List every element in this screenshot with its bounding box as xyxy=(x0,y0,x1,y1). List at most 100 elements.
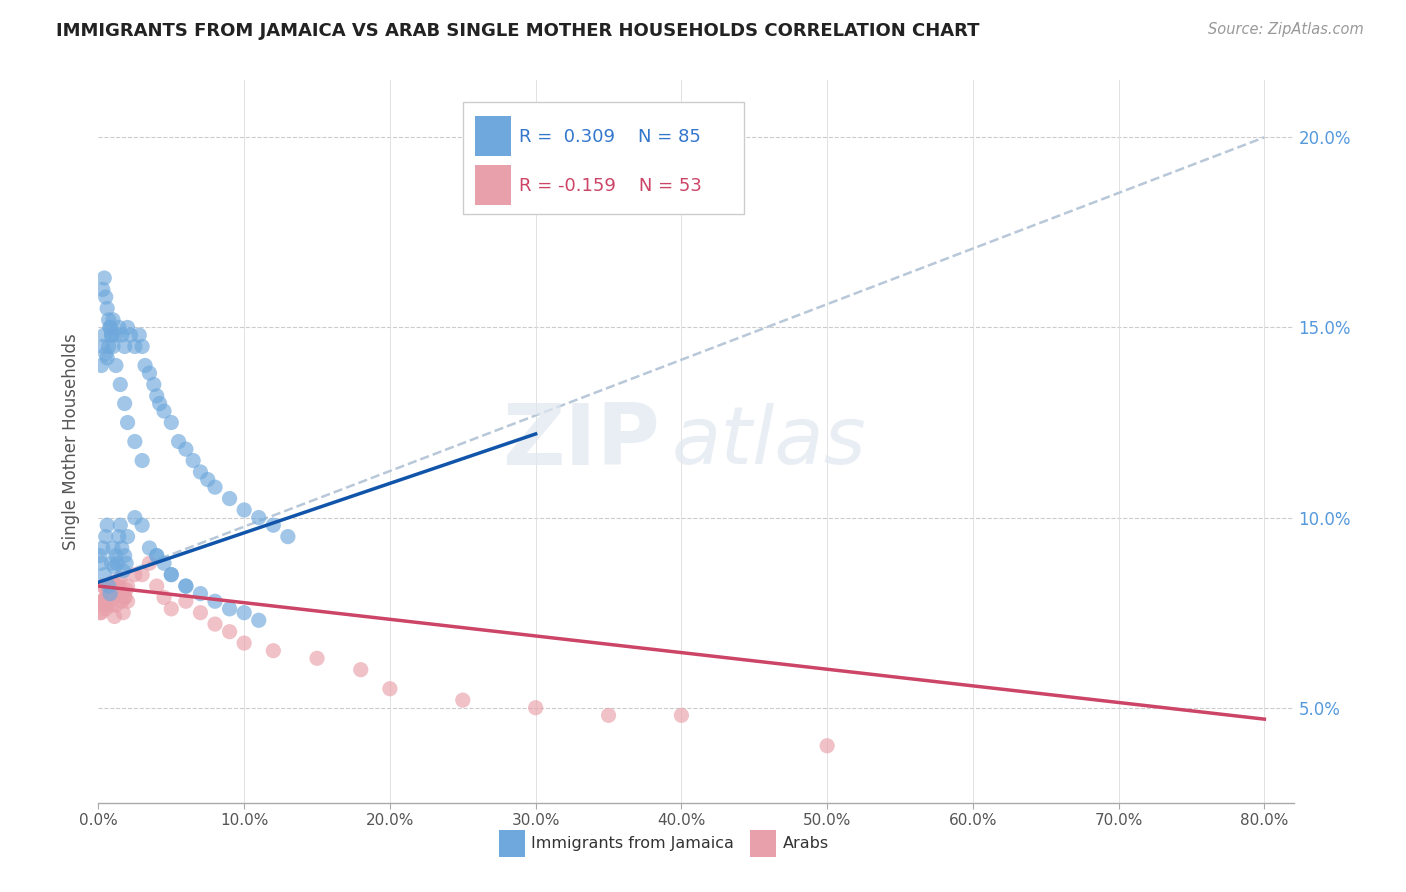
Point xyxy=(100,598,122,612)
Point xyxy=(90,359,112,373)
Point xyxy=(124,567,146,582)
Point xyxy=(94,591,117,605)
Point xyxy=(94,602,117,616)
Point xyxy=(97,579,120,593)
FancyBboxPatch shape xyxy=(475,165,510,204)
Point xyxy=(104,359,127,373)
Point xyxy=(181,453,204,467)
Point xyxy=(174,594,197,608)
Point xyxy=(598,708,620,723)
Point xyxy=(197,473,219,487)
Point xyxy=(111,594,134,608)
Point xyxy=(89,606,111,620)
Text: Immigrants from Jamaica: Immigrants from Jamaica xyxy=(531,836,734,851)
Point xyxy=(110,571,132,585)
Point xyxy=(98,587,121,601)
Point xyxy=(98,579,121,593)
Point xyxy=(305,651,328,665)
Point xyxy=(90,606,112,620)
Point xyxy=(153,404,176,418)
Point xyxy=(108,579,131,593)
FancyBboxPatch shape xyxy=(475,116,510,156)
Point xyxy=(247,613,270,627)
Text: Source: ZipAtlas.com: Source: ZipAtlas.com xyxy=(1208,22,1364,37)
Point xyxy=(93,328,115,343)
Point xyxy=(103,609,125,624)
Point xyxy=(117,594,139,608)
Point xyxy=(91,339,114,353)
Point xyxy=(100,587,122,601)
Point xyxy=(174,579,197,593)
Point xyxy=(112,606,135,620)
Point xyxy=(100,556,122,570)
Point xyxy=(524,700,547,714)
Text: ZIP: ZIP xyxy=(502,400,661,483)
Point xyxy=(104,328,127,343)
Point xyxy=(103,560,125,574)
Point xyxy=(91,282,114,296)
Point xyxy=(153,556,176,570)
Point xyxy=(114,591,136,605)
Point xyxy=(145,579,167,593)
Point xyxy=(98,320,121,334)
Point xyxy=(93,594,115,608)
Point xyxy=(204,617,226,632)
Text: Arabs: Arabs xyxy=(783,836,830,851)
Point xyxy=(91,541,114,555)
Point xyxy=(120,328,142,343)
Point xyxy=(218,491,240,506)
Point xyxy=(145,549,167,563)
Point xyxy=(815,739,838,753)
Point xyxy=(111,541,134,555)
FancyBboxPatch shape xyxy=(463,102,744,214)
Point xyxy=(190,465,212,479)
Point xyxy=(190,606,212,620)
Point xyxy=(101,339,124,353)
Point xyxy=(101,587,124,601)
Point xyxy=(131,453,153,467)
Point xyxy=(111,328,134,343)
Point xyxy=(174,579,197,593)
Point xyxy=(101,541,124,555)
Point xyxy=(451,693,474,707)
Point xyxy=(115,582,138,597)
Point xyxy=(104,579,127,593)
Point xyxy=(97,587,120,601)
Point xyxy=(160,416,183,430)
Point xyxy=(97,579,120,593)
Point xyxy=(108,530,131,544)
Point xyxy=(117,579,139,593)
Point xyxy=(277,530,299,544)
Point xyxy=(142,377,165,392)
Point xyxy=(114,549,136,563)
Point xyxy=(105,587,128,601)
Point xyxy=(117,416,139,430)
Point xyxy=(101,313,124,327)
Point xyxy=(218,602,240,616)
Point xyxy=(96,518,118,533)
Point xyxy=(93,579,115,593)
Point xyxy=(204,594,226,608)
Point xyxy=(149,396,172,410)
Point xyxy=(110,518,132,533)
Point xyxy=(138,366,160,380)
Point xyxy=(100,328,122,343)
Point xyxy=(124,434,146,449)
Point xyxy=(114,396,136,410)
Point xyxy=(160,602,183,616)
Point xyxy=(233,503,256,517)
Point xyxy=(94,290,117,304)
Point xyxy=(93,271,115,285)
Point xyxy=(94,347,117,361)
Point xyxy=(262,643,284,657)
Point xyxy=(153,591,176,605)
Point xyxy=(91,594,114,608)
Text: R = -0.159    N = 53: R = -0.159 N = 53 xyxy=(519,177,702,194)
Point xyxy=(110,377,132,392)
Point xyxy=(160,567,183,582)
Point xyxy=(145,389,167,403)
Point xyxy=(262,518,284,533)
Point xyxy=(167,434,190,449)
Point xyxy=(98,591,121,605)
Point xyxy=(97,339,120,353)
